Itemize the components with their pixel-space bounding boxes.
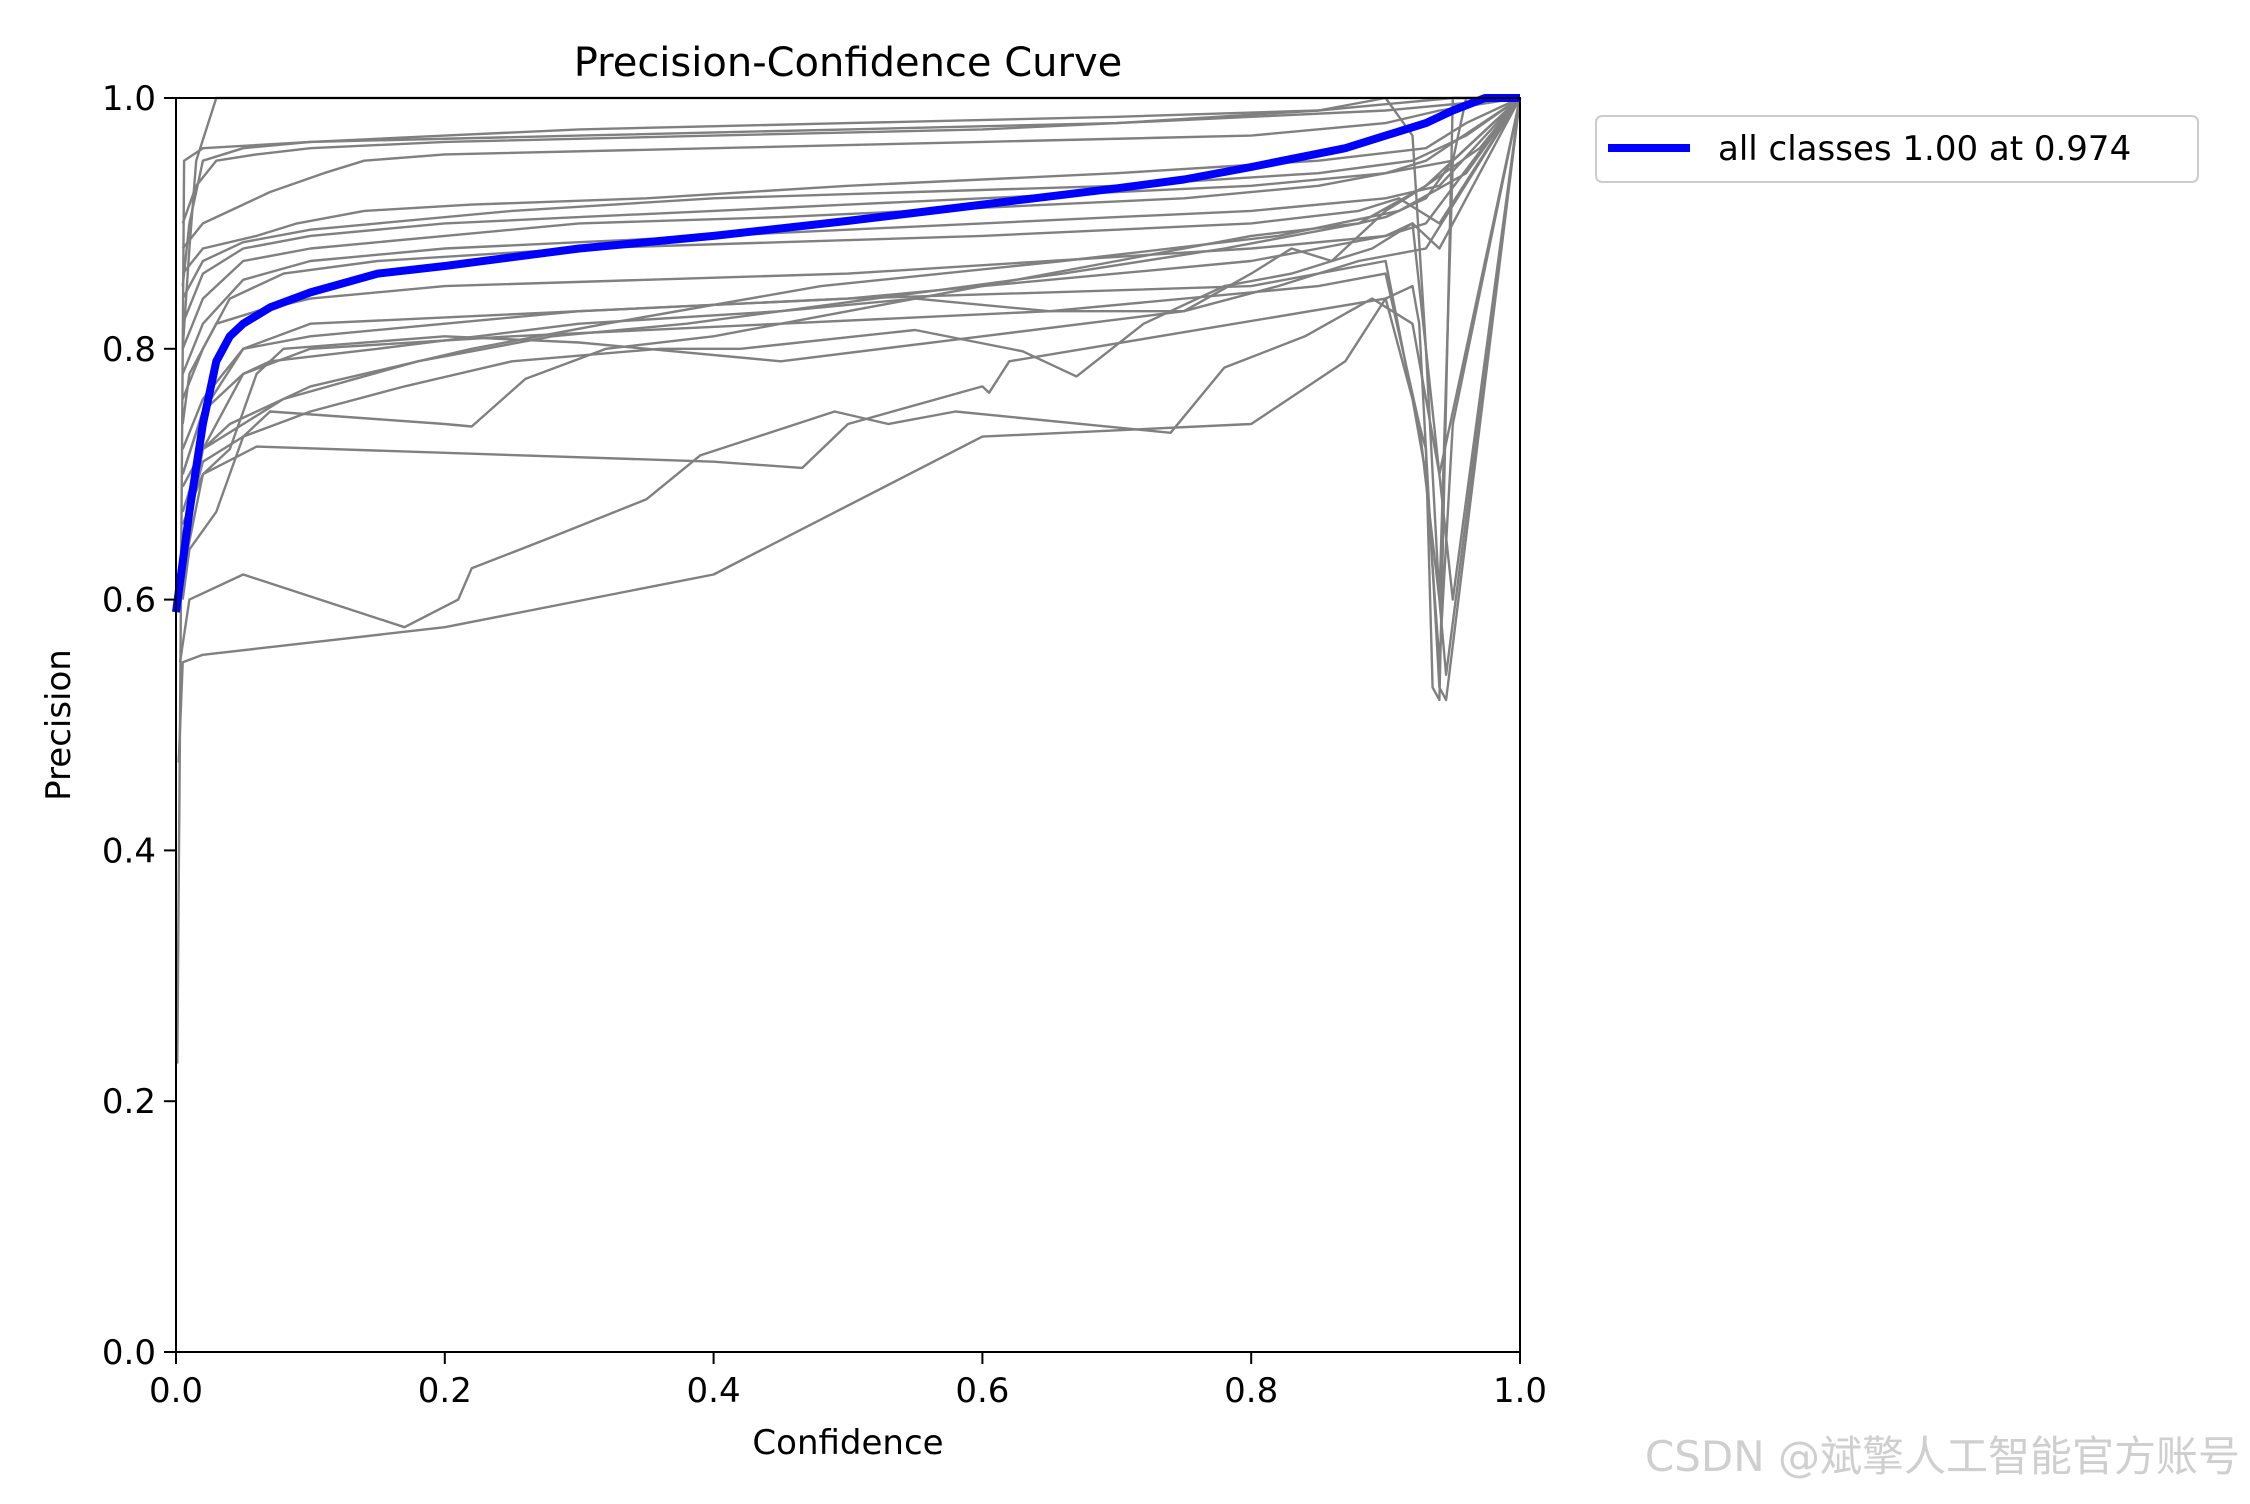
y-tick-label: 0.4	[102, 831, 156, 871]
class-series-line-19	[181, 96, 1520, 287]
y-tick-label: 1.0	[102, 79, 156, 119]
class-series-line-10	[181, 97, 1522, 425]
class-series-line-11	[181, 97, 1522, 400]
class-series-line-6	[181, 97, 1522, 601]
chart-title: Precision-Confidence Curve	[574, 40, 1123, 86]
class-series-group	[176, 96, 1522, 1064]
class-series-line-21	[181, 97, 1522, 664]
x-tick-label: 0.0	[149, 1371, 203, 1411]
class-series-line-7	[181, 97, 1522, 525]
class-series-line-4	[181, 97, 1522, 702]
y-tick-label: 0.0	[102, 1333, 156, 1373]
y-tick-label: 0.8	[102, 330, 156, 370]
legend-box	[1595, 115, 2199, 183]
class-series-line-2	[177, 96, 1520, 763]
watermark: CSDN @斌擎人工智能官方账号	[1644, 1432, 2240, 1481]
main-series-line	[172, 94, 1520, 613]
plot-frame	[175, 97, 1521, 1353]
class-series-line-14	[181, 97, 1521, 325]
x-tick-label: 0.6	[955, 1371, 1009, 1411]
x-axis: 0.0 0.2 0.4 0.6 0.8 1.0	[149, 1352, 1547, 1411]
x-tick-label: 0.2	[418, 1371, 472, 1411]
x-tick-label: 1.0	[1493, 1371, 1547, 1411]
class-series-line-18	[181, 96, 1521, 224]
y-tick-label: 0.2	[102, 1082, 156, 1122]
legend-label: all classes 1.00 at 0.974	[1718, 129, 2131, 169]
class-series-line-15	[181, 97, 1521, 300]
x-tick-label: 0.8	[1224, 1371, 1278, 1411]
x-axis-label: Confidence	[752, 1423, 943, 1463]
y-axis-label: Precision	[39, 649, 79, 801]
y-axis: 0.0 0.2 0.4 0.6 0.8 1.0	[102, 79, 176, 1373]
y-tick-label: 0.6	[102, 581, 156, 621]
class-series-line-17	[181, 96, 1521, 250]
class-series-line-24	[181, 97, 1521, 513]
x-tick-label: 0.4	[687, 1371, 741, 1411]
class-series-line-22	[181, 97, 1522, 676]
class-series-line-12	[181, 97, 1521, 375]
class-series-line-3	[178, 97, 1522, 663]
class-series-line-16	[181, 96, 1521, 275]
legend: all classes 1.00 at 0.974	[1595, 115, 2199, 183]
main-series-group	[172, 94, 1520, 613]
